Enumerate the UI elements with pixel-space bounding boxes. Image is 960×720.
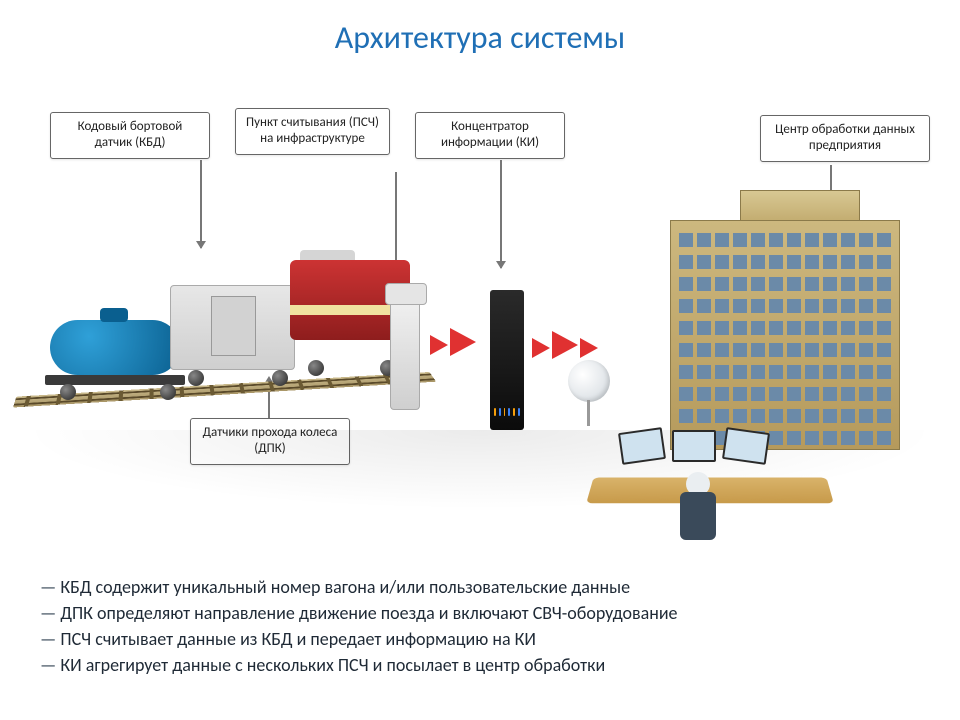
wheel-icon	[188, 370, 204, 386]
bullet-item: ДПК определяют направление движение поез…	[40, 602, 920, 624]
wheel-icon	[160, 384, 176, 400]
wheel-icon	[272, 370, 288, 386]
diagram-scene	[20, 170, 940, 510]
arrow-icon	[430, 335, 448, 355]
bullet-item: КБД содержит уникальный номер вагона и/и…	[40, 576, 920, 598]
satellite-dish-icon	[568, 360, 610, 402]
arrow-icon	[532, 338, 550, 358]
box-wagon	[170, 285, 295, 370]
callout-center: Центр обработки данных предприятия	[760, 115, 930, 162]
data-center-building	[670, 190, 900, 450]
callout-psch: Пункт считывания (ПСЧ) на инфраструктуре	[235, 108, 390, 155]
tank-wagon	[50, 320, 180, 375]
callout-ki: Концентратор информации (КИ)	[415, 112, 565, 159]
bullet-list: КБД содержит уникальный номер вагона и/и…	[40, 572, 920, 680]
slide-title: Архитектура системы	[0, 18, 960, 57]
bullet-item: ПСЧ считывает данные из КБД и передает и…	[40, 628, 920, 650]
bullet-item: КИ агрегирует данные с нескольких ПСЧ и …	[40, 654, 920, 676]
arrow-icon	[552, 331, 578, 359]
reader-pylon	[390, 300, 420, 410]
arrow-icon	[580, 338, 598, 358]
concentrator-rack	[490, 290, 524, 430]
wheel-icon	[60, 384, 76, 400]
arrow-icon	[450, 328, 476, 356]
callout-kbd: Кодовый бортовой датчик (КБД)	[50, 112, 210, 159]
wheel-icon	[308, 360, 324, 376]
operator-workstation	[590, 430, 830, 550]
